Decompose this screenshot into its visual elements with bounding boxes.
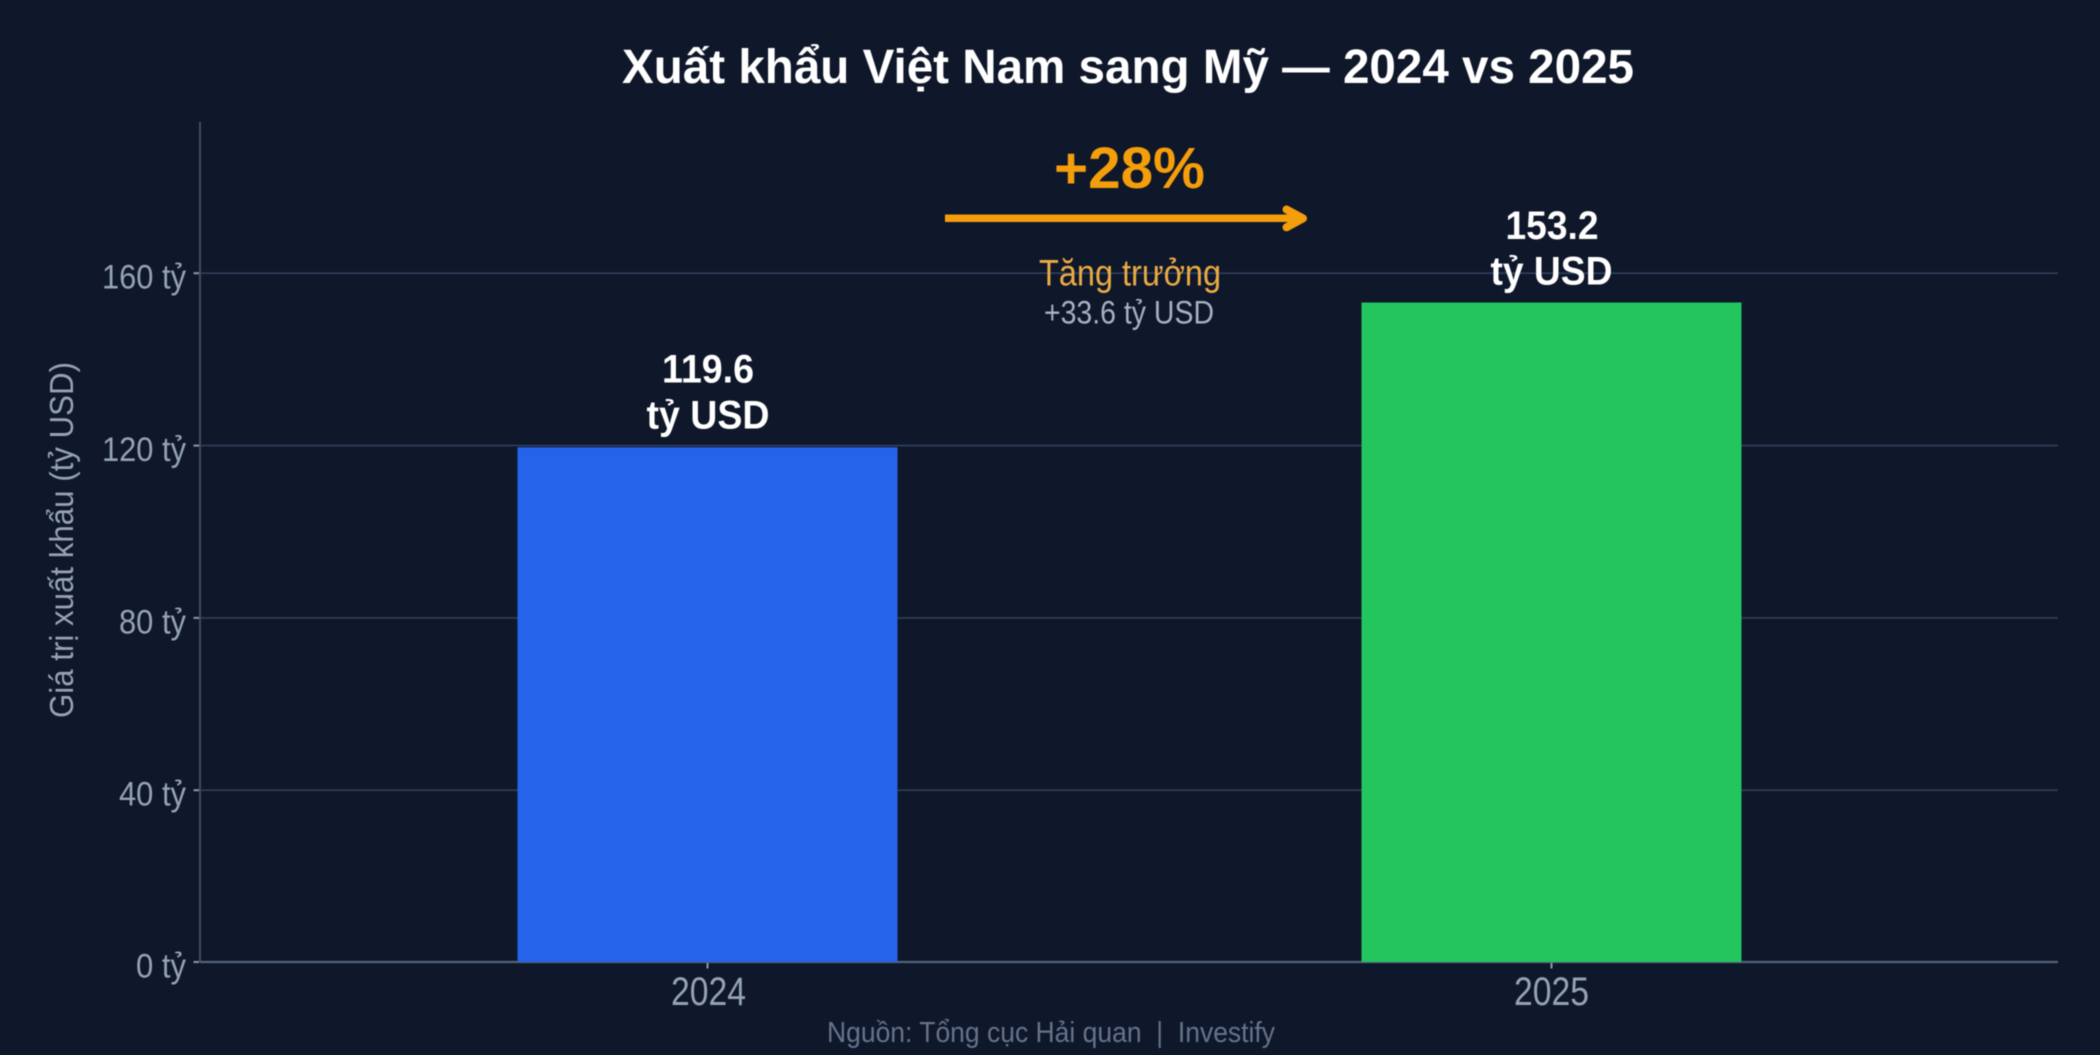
svg-text:Xuất khẩu Việt Nam sang Mỹ — 2: Xuất khẩu Việt Nam sang Mỹ — 2024 vs 202… [622,41,1634,94]
svg-text:+33.6 tỷ USD: +33.6 tỷ USD [1044,295,1214,331]
svg-text:160 tỷ: 160 tỷ [102,259,186,297]
svg-text:0 tỷ: 0 tỷ [136,948,186,986]
svg-text:Tăng trưởng: Tăng trưởng [1039,253,1221,294]
svg-text:40 tỷ: 40 tỷ [119,776,186,814]
svg-text:+28%: +28% [1054,136,1205,201]
svg-text:80 tỷ: 80 tỷ [119,603,186,641]
svg-text:tỷ USD: tỷ USD [647,394,770,438]
svg-text:tỷ USD: tỷ USD [1491,250,1613,294]
svg-text:Nguồn: Tổng cục Hải quan | I: Nguồn: Tổng cục Hải quan | Investify [827,1017,1275,1049]
svg-text:120 tỷ: 120 tỷ [102,431,186,469]
svg-text:2025: 2025 [1514,970,1589,1014]
svg-text:Giá trị xuất khẩu (tỷ USD): Giá trị xuất khẩu (tỷ USD) [43,362,80,718]
svg-text:2024: 2024 [671,970,746,1014]
svg-text:153.2: 153.2 [1506,204,1599,248]
svg-text:119.6: 119.6 [662,348,754,392]
